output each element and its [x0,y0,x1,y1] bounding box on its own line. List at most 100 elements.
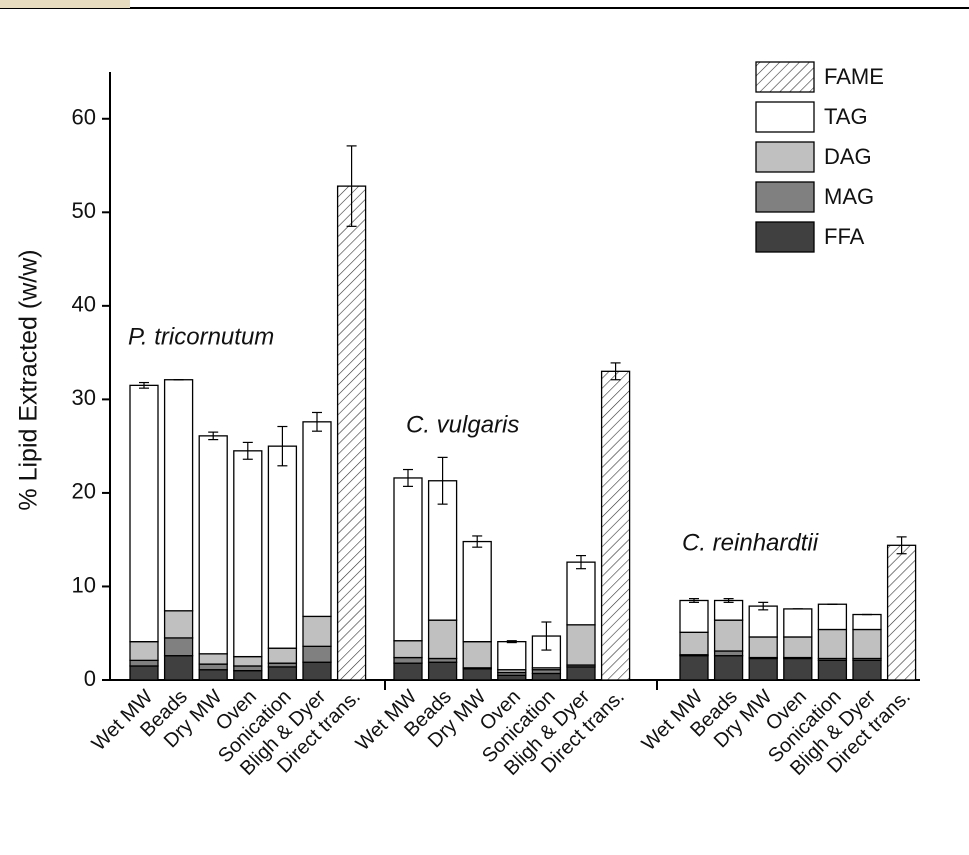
bar-segment [393,640,423,659]
y-axis-title: % Lipid Extracted (w/w) [15,249,43,510]
y-tick-label: 30 [72,385,96,410]
bar-segment [783,636,813,659]
error-bar [896,536,907,555]
legend-swatch [755,221,815,253]
bar-segment [198,663,228,671]
error-bar [472,535,483,548]
error-bar [758,601,769,611]
bar-segment [679,655,709,681]
bar-segment [198,435,228,655]
bar-segment [852,613,882,631]
bar-segment [129,665,159,681]
bar-segment [233,669,263,681]
legend-label: FAME [824,64,884,89]
legend-label: DAG [824,144,872,169]
bar-segment [163,637,194,657]
bar-segment [233,665,263,672]
legend-swatch [755,181,815,213]
bar-segment [198,669,228,681]
group-label: C. vulgaris [406,411,519,438]
legend-swatch [755,61,815,93]
bar-segment [817,603,848,631]
bar-segment [783,657,813,681]
bar-segment [497,674,527,681]
bar-segment [852,659,882,681]
legend-label: FFA [824,224,865,249]
bar-segment [302,645,332,663]
error-bar [208,431,219,441]
bar-segment [462,540,492,643]
bar-segment [566,624,596,666]
bar-segment [302,661,332,681]
bar-segment [566,561,596,626]
bar-segment [566,666,596,681]
bar-segment [129,640,159,662]
bar-segment [713,650,744,657]
y-tick-label: 60 [72,105,96,130]
bar-segment [817,628,848,660]
bar-segment [462,640,492,669]
group-label: C. reinhardtii [682,529,819,556]
bar-segment [427,661,458,681]
error-bar [506,640,517,644]
bar-segment [129,659,159,667]
legend-swatch [755,141,815,173]
bar-segment [531,672,562,681]
bar-segment [783,608,813,638]
y-tick-label: 0 [84,666,96,691]
bar-segment [713,655,744,681]
bar-segment [886,544,917,681]
y-tick-label: 20 [72,479,96,504]
bar-segment [302,421,332,618]
header-image [0,0,130,8]
bar-segment [393,656,423,664]
bar-segment [497,640,527,671]
bar-segment [267,647,298,664]
legend-swatch [755,101,815,133]
bar-segment [267,445,298,649]
y-tick-label: 40 [72,292,96,317]
error-bar [437,456,448,505]
bar-segment [198,653,228,665]
bar-segment [129,384,159,643]
error-bar [242,441,253,460]
error-bar [403,468,413,487]
bar-segment [600,370,631,681]
bar-segment [163,610,194,639]
error-bar [576,554,586,570]
error-bar [346,145,357,227]
bar-segment [302,615,332,647]
bar-segment [679,631,709,656]
bar-segment [748,636,778,659]
error-bar [689,598,699,603]
legend-label: MAG [824,184,874,209]
error-bar [277,425,288,467]
bar-segment [713,599,744,621]
legend-label: TAG [824,104,868,129]
y-tick-label: 50 [72,198,96,223]
bar-segment [393,662,423,681]
bar-segment [393,477,423,642]
bar-segment [163,655,194,681]
bar-segment [748,605,778,638]
bar-segment [713,619,744,652]
error-bar [610,362,621,381]
bar-segment [748,657,778,681]
error-bar [139,381,149,389]
bar-segment [462,668,492,681]
bar-segment [427,619,458,660]
bar-segment [852,628,882,660]
error-bar [312,411,322,432]
bar-segment [233,450,263,658]
bar-segment [336,185,367,681]
bar-segment [267,666,298,681]
error-bar [541,621,552,651]
group-label: P. tricornutum [128,323,274,350]
bar-segment [233,655,263,667]
y-tick-label: 10 [72,572,96,597]
bar-segment [679,599,709,633]
error-bar [723,598,734,603]
bar-segment [163,379,194,612]
bar-segment [817,659,848,681]
